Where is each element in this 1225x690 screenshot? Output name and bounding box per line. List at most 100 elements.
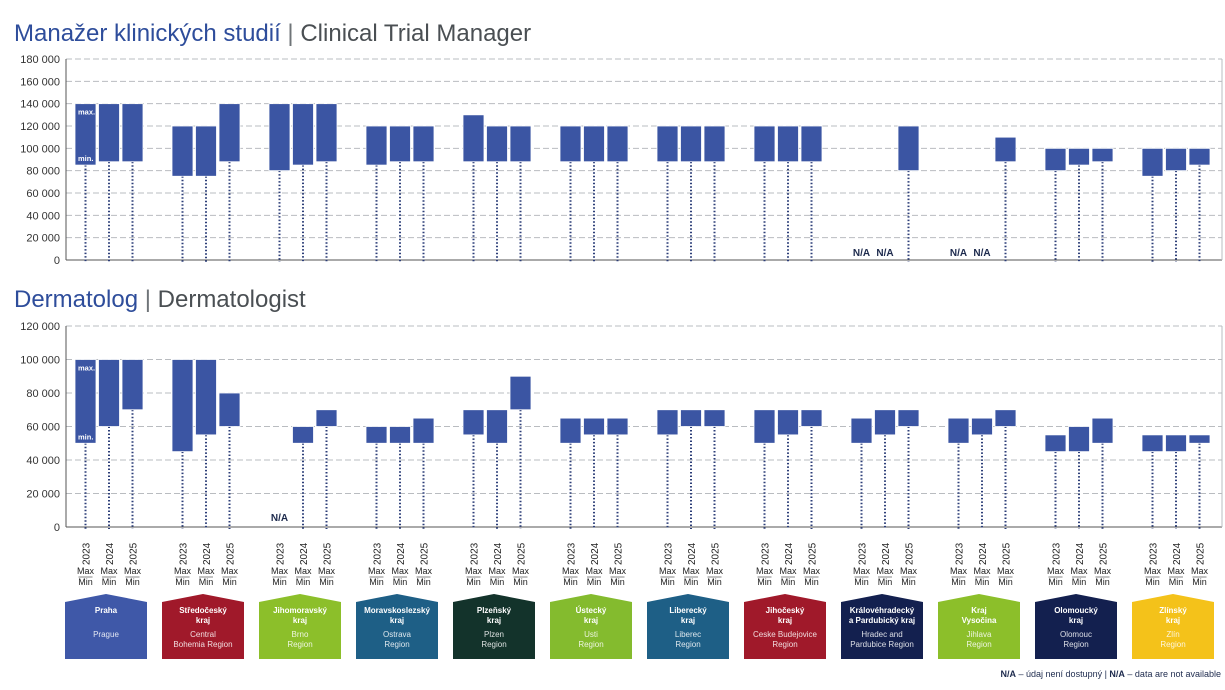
max-short-label: Max — [876, 566, 894, 576]
footnote-na-en: N/A — [1109, 669, 1125, 679]
y-tick-label: 60 000 — [26, 422, 60, 434]
chart2-plot: 0 20 000 40 000 60 000 80 000 100 000 120 000 m… — [20, 321, 1223, 534]
region-name: Olomoucký — [1054, 606, 1098, 615]
region-badge — [259, 594, 341, 659]
range-bar — [195, 359, 217, 436]
min-short-label: Min — [804, 577, 819, 587]
y-tick-label: 120 000 — [20, 121, 60, 133]
y-tick-label: 100 000 — [20, 355, 60, 367]
min-short-label: Min — [416, 577, 431, 587]
max-short-label: Max — [900, 566, 918, 576]
year-label: 2025 — [711, 542, 722, 565]
region-name: Jihočeský — [766, 606, 805, 615]
region-en-name: Bohemia Region — [173, 640, 232, 649]
y-tick-label: 120 000 — [20, 321, 60, 333]
chart1-title: Manažer klinických studií | Clinical Tri… — [14, 20, 531, 47]
max-short-label: Max — [1070, 566, 1088, 576]
year-label: 2025 — [420, 542, 431, 565]
range-bar — [292, 426, 314, 444]
year-label: 2024 — [105, 542, 116, 565]
range-bar — [195, 125, 217, 177]
max-short-label: Max — [706, 566, 724, 576]
range-bar — [486, 125, 508, 163]
year-label: 2025 — [129, 542, 140, 565]
max-short-label: Max — [682, 566, 700, 576]
region-name: Královéhradecký — [850, 606, 915, 615]
region-en-name: Brno — [292, 630, 309, 639]
y-tick-label: 20 000 — [26, 233, 60, 245]
range-bar — [412, 417, 435, 444]
y-tick-label: 60 000 — [26, 188, 60, 200]
year-label: 2025 — [1099, 542, 1110, 565]
range-bar — [1044, 147, 1067, 172]
range-bar — [850, 417, 873, 444]
max-short-label: Max — [585, 566, 603, 576]
range-bar — [777, 409, 799, 436]
range-bar — [656, 409, 679, 436]
max-short-label: Max — [756, 566, 774, 576]
min-short-label: Min — [781, 577, 796, 587]
min-short-label: Min — [1169, 577, 1184, 587]
range-bar — [994, 409, 1017, 427]
y-tick-label: 140 000 — [20, 99, 60, 111]
range-bar — [74, 103, 97, 166]
min-short-label: Min — [1192, 577, 1207, 587]
year-label: 2025 — [323, 542, 334, 565]
min-short-label: Min — [78, 577, 93, 587]
range-bar — [412, 125, 435, 163]
region-badge — [1035, 594, 1117, 659]
range-bar — [171, 359, 194, 453]
year-label: 2023 — [82, 542, 93, 565]
chart2-title-en: Dermatologist — [158, 286, 306, 313]
year-label: 2023 — [567, 542, 578, 565]
range-bar — [1188, 434, 1211, 444]
year-label: 2023 — [179, 542, 190, 565]
region-en-name: Ceske Budejovice — [753, 630, 818, 639]
na-label: N/A — [950, 248, 967, 259]
year-label: 2023 — [470, 542, 481, 565]
range-bar — [365, 125, 388, 166]
max-short-label: Max — [1167, 566, 1185, 576]
year-label: 2024 — [978, 542, 989, 565]
min-short-label: Min — [563, 577, 578, 587]
range-bar — [292, 103, 314, 166]
year-label: 2024 — [396, 542, 407, 565]
year-label: 2023 — [664, 542, 675, 565]
region-en-name: Region — [772, 640, 797, 649]
min-short-label: Min — [393, 577, 408, 587]
year-label: 2024 — [299, 542, 310, 565]
region-name: kraj — [390, 616, 404, 625]
range-bar — [1091, 417, 1114, 444]
max-short-label: Max — [391, 566, 409, 576]
year-label: 2023 — [1052, 542, 1063, 565]
range-bar — [509, 125, 532, 163]
min-short-label: Min — [272, 577, 287, 587]
min-short-label: Min — [1145, 577, 1160, 587]
range-bar — [559, 125, 582, 163]
region-en-name: Region — [384, 640, 409, 649]
year-label: 2024 — [1172, 542, 1183, 565]
range-bar — [218, 392, 241, 427]
year-label: 2023 — [761, 542, 772, 565]
range-bar — [703, 125, 726, 163]
min-short-label: Min — [466, 577, 481, 587]
max-short-label: Max — [779, 566, 797, 576]
y-tick-label: 20 000 — [26, 489, 60, 501]
range-bar — [171, 125, 194, 177]
year-label: 2025 — [1002, 542, 1013, 565]
min-short-label: Min — [102, 577, 117, 587]
max-short-label: Max — [100, 566, 118, 576]
min-short-label: Min — [878, 577, 893, 587]
footnote-cz: – údaj není dostupný | — [1016, 669, 1109, 679]
max-short-label: Max — [950, 566, 968, 576]
year-label: 2024 — [493, 542, 504, 565]
range-bar — [509, 375, 532, 411]
min-short-label: Min — [901, 577, 916, 587]
region-name: kraj — [1166, 616, 1180, 625]
y-tick-label: 40 000 — [26, 210, 60, 222]
year-label: 2023 — [276, 542, 287, 565]
year-label: 2023 — [858, 542, 869, 565]
range-bar — [1141, 147, 1164, 177]
chart2-title-cz: Dermatolog — [14, 286, 138, 313]
max-short-label: Max — [1144, 566, 1162, 576]
